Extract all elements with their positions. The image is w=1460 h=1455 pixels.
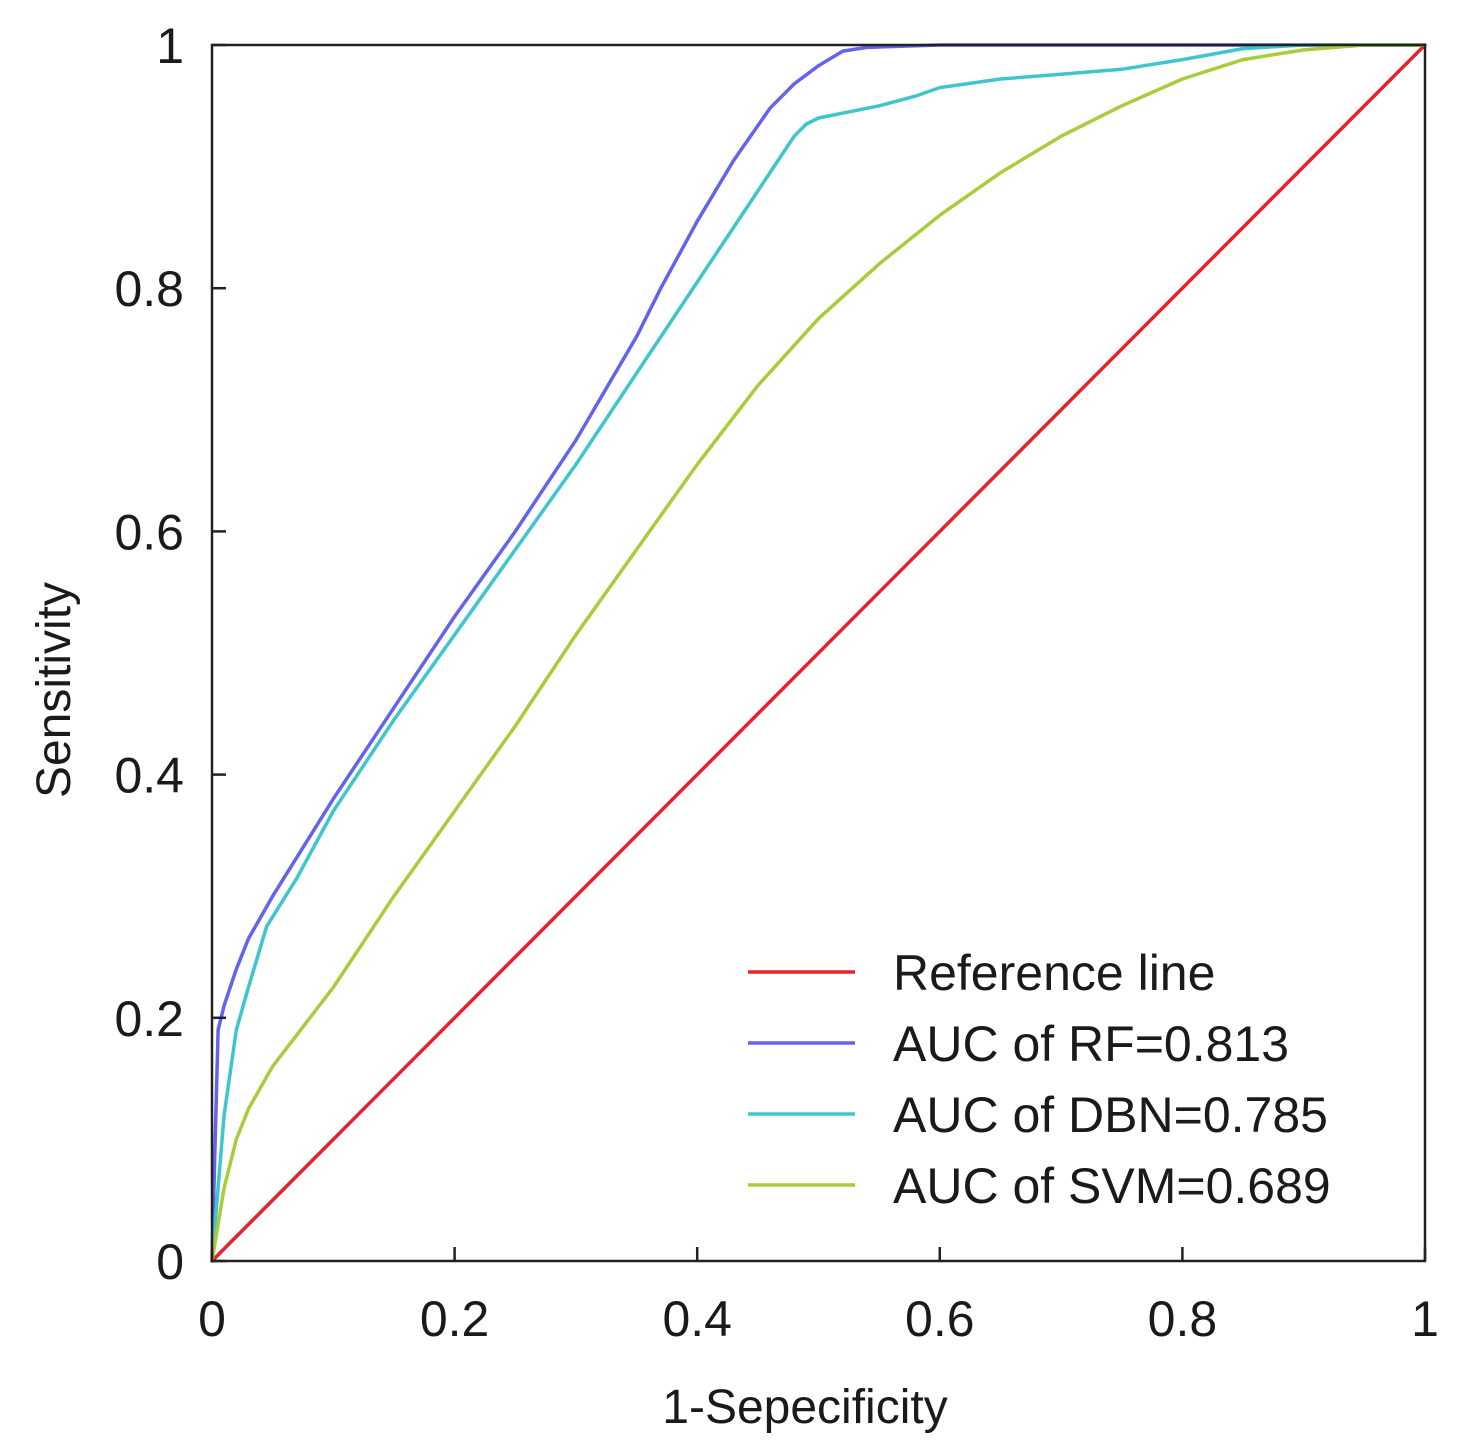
series-line-svm — [210, 43, 1427, 1263]
plot-area — [210, 43, 1427, 1263]
x-tick-labels: 0 0.2 0.4 0.6 0.8 1 — [198, 1291, 1439, 1347]
y-tick-label: 0 — [156, 1234, 184, 1290]
x-tick-label: 0.4 — [662, 1291, 732, 1347]
legend-label-rf: AUC of RF=0.813 — [893, 1016, 1289, 1072]
x-tick-label: 0.8 — [1148, 1291, 1218, 1347]
x-tick-label: 0.6 — [905, 1291, 975, 1347]
y-tick-label: 1 — [156, 18, 184, 74]
y-tick-label: 0.6 — [114, 504, 184, 560]
x-tick-label: 1 — [1411, 1291, 1439, 1347]
legend-label-svm: AUC of SVM=0.689 — [893, 1158, 1331, 1214]
y-tick-label: 0.2 — [114, 991, 184, 1047]
legend-label-dbn: AUC of DBN=0.785 — [893, 1087, 1328, 1143]
series-line-dbn — [210, 43, 1427, 1263]
x-axis-title: 1-Sepecificity — [662, 1381, 947, 1434]
legend: Reference line AUC of RF=0.813 AUC of DBN=… — [748, 945, 1331, 1214]
series-line-reference — [210, 43, 1427, 1263]
series-lines — [210, 43, 1427, 1263]
x-tick-label: 0 — [198, 1291, 226, 1347]
plot-frame — [210, 43, 1427, 1263]
legend-label-reference: Reference line — [893, 945, 1215, 1001]
y-tick-labels: 0 0.2 0.4 0.6 0.8 1 — [114, 18, 184, 1290]
y-tick-label: 0.8 — [114, 261, 184, 317]
y-axis-title: Sensitivity — [28, 582, 81, 798]
x-tick-label: 0.2 — [420, 1291, 490, 1347]
axis-ticks — [210, 43, 1427, 1263]
y-tick-label: 0.4 — [114, 748, 184, 804]
